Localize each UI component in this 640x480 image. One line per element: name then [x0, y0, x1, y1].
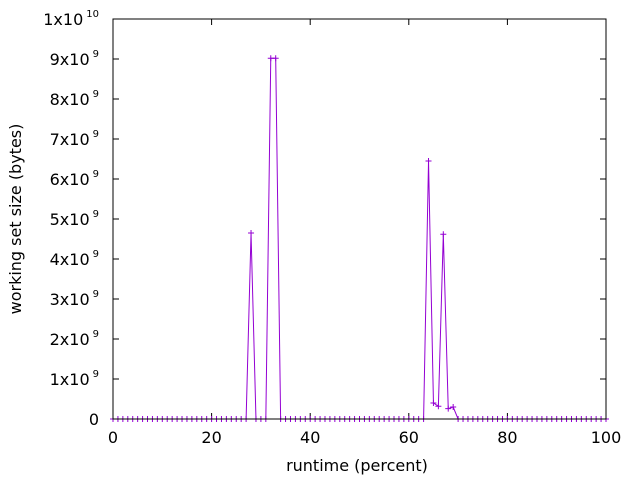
x-axis-label: runtime (percent) [286, 456, 428, 475]
data-point [248, 230, 255, 236]
y-tick-label: 5x10 9 [50, 209, 99, 229]
y-tick-label: 8x10 9 [50, 89, 99, 109]
y-tick-label: 4x10 9 [50, 249, 99, 269]
x-tick-label: 20 [201, 428, 221, 447]
x-tick-label: 60 [399, 428, 419, 447]
y-tick-exponent: 9 [93, 49, 99, 60]
x-tick-label: 40 [300, 428, 320, 447]
y-tick-exponent: 9 [93, 249, 99, 260]
series-layer [110, 55, 609, 422]
y-tick-mantissa: 9x10 [50, 50, 90, 69]
y-axis-label: working set size (bytes) [6, 124, 25, 315]
y-tick-label: 2x10 9 [50, 329, 99, 349]
data-point [272, 55, 279, 62]
series-line [113, 57, 606, 420]
y-tick-exponent: 9 [93, 329, 99, 340]
y-tick-exponent: 9 [93, 89, 99, 100]
y-tick-mantissa: 4x10 [50, 250, 90, 269]
y-tick-mantissa: 0 [89, 410, 99, 429]
data-point [425, 158, 432, 164]
data-point [450, 404, 457, 410]
y-tick-label: 6x10 9 [50, 169, 99, 189]
y-tick-exponent: 9 [93, 129, 99, 140]
data-point [430, 400, 437, 406]
plot-frame [112, 18, 607, 420]
y-tick-exponent: 9 [93, 289, 99, 300]
data-point [440, 231, 447, 238]
y-tick-mantissa: 7x10 [50, 130, 90, 149]
y-tick-label: 3x10 9 [50, 289, 99, 309]
y-tick-mantissa: 2x10 [50, 330, 90, 349]
y-tick-label: 9x10 9 [50, 49, 99, 69]
y-tick-exponent: 9 [93, 369, 99, 380]
y-tick-exponent: 10 [86, 9, 99, 20]
y-tick-mantissa: 8x10 [50, 90, 90, 109]
y-tick-mantissa: 1x10 [50, 370, 90, 389]
x-tick-label: 80 [497, 428, 517, 447]
data-point [445, 405, 452, 412]
y-tick-exponent: 9 [93, 209, 99, 220]
y-tick-mantissa: 1x10 [43, 10, 83, 29]
y-tick-label: 0 [89, 410, 99, 429]
y-tick-exponent: 9 [93, 169, 99, 180]
y-tick-label: 1x10 10 [43, 9, 99, 29]
y-tick-label: 7x10 9 [50, 129, 99, 149]
y-tick-mantissa: 3x10 [50, 290, 90, 309]
y-tick-mantissa: 5x10 [50, 210, 90, 229]
x-tick-label: 100 [591, 428, 622, 447]
y-tick-label: 1x10 9 [50, 369, 99, 389]
y-tick-mantissa: 6x10 [50, 170, 90, 189]
data-point [435, 403, 442, 410]
x-tick-label: 0 [108, 428, 118, 447]
